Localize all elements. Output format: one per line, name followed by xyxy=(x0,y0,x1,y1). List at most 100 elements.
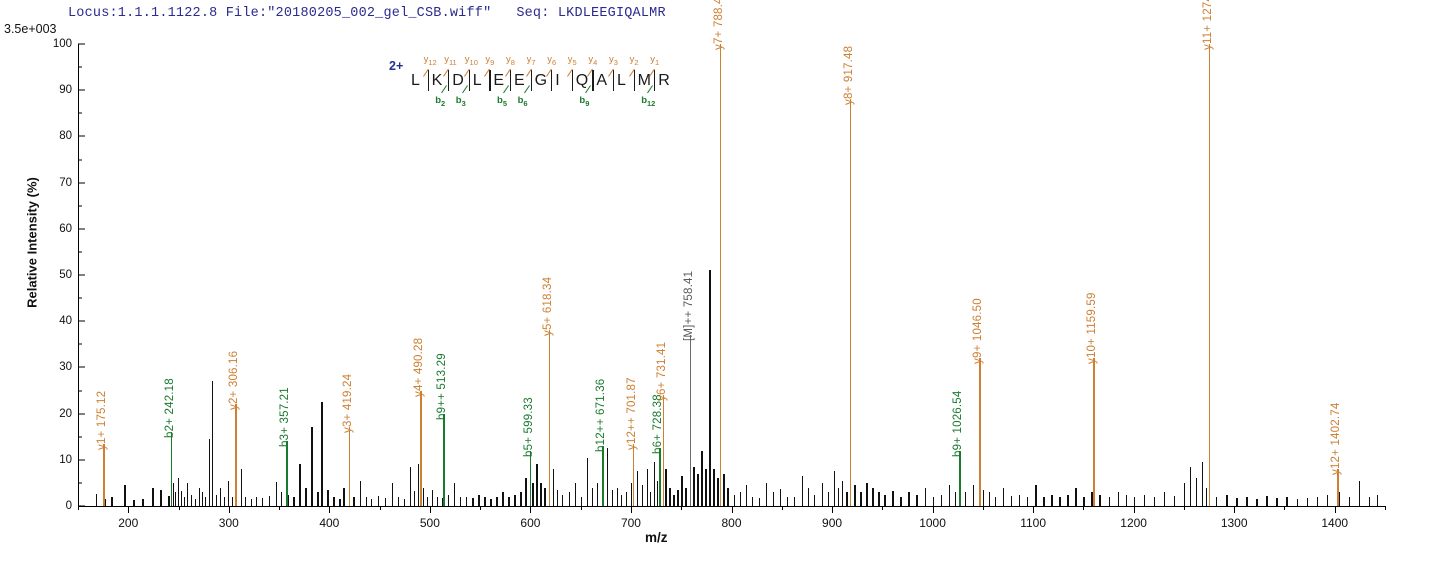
spectrum-peak xyxy=(219,487,222,506)
y-axis-minor-tick xyxy=(78,159,82,160)
x-axis-tick-mark xyxy=(1133,506,1135,513)
annotated-peak[interactable] xyxy=(632,443,635,506)
spectrum-peak xyxy=(305,487,307,506)
annotated-peak[interactable] xyxy=(548,330,551,506)
spectrum-peak xyxy=(733,494,735,506)
spectrum-peak xyxy=(520,492,522,506)
spectrum-peak xyxy=(269,495,271,506)
spectrum-plot-area: 0 10 20 30 40 50 60 70 80 90 100 200 300 400 500 600 700… xyxy=(53,0,1386,530)
x-axis-minor-tick xyxy=(982,506,984,510)
spectrum-peak xyxy=(669,487,671,506)
spectrum-peak xyxy=(478,494,480,506)
peak-annotation-label: y7+ 788.44 xyxy=(712,0,725,50)
annotated-peak[interactable] xyxy=(662,395,665,506)
x-axis-minor-tick xyxy=(78,506,79,510)
spectrum-peak xyxy=(1051,494,1053,506)
peak-annotation-label: y9+ 1046.50 xyxy=(972,298,985,365)
spectrum-peak xyxy=(391,482,394,506)
spectrum-peak xyxy=(866,482,868,506)
header-line: Locus:1.1.1.1122.8 File:"20180205_002_ge… xyxy=(68,6,666,21)
locus-text: Locus:1.1.1.1122.8 xyxy=(68,6,218,21)
spectrum-peak xyxy=(772,492,775,506)
x-axis-minor-tick xyxy=(178,506,180,510)
spectrum-peak xyxy=(466,496,468,506)
annotated-peak[interactable] xyxy=(979,358,981,506)
spectrum-peak xyxy=(1358,480,1361,506)
annotated-peak[interactable] xyxy=(103,443,105,506)
spectrum-peak xyxy=(490,498,492,506)
x-axis-tick-mark xyxy=(731,506,733,513)
fragment-divider xyxy=(427,70,429,91)
spectrum-peak xyxy=(838,487,840,506)
annotated-peak[interactable] xyxy=(286,441,288,506)
peak-annotation-label: y6+ 731.41 xyxy=(655,341,668,402)
annotated-peak[interactable] xyxy=(529,450,532,506)
y-axis-tick-mark xyxy=(78,413,85,415)
spectrum-peak xyxy=(211,381,214,506)
spectrum-peak xyxy=(620,494,623,506)
annotated-peak[interactable] xyxy=(849,99,852,506)
x-axis-tick-mark xyxy=(228,506,230,513)
y-axis-tick-label: 10 xyxy=(59,453,72,466)
spectrum-peak xyxy=(174,492,176,506)
spectrum-peak xyxy=(1153,496,1156,506)
x-axis-minor-tick xyxy=(681,506,683,510)
spectrum-peak xyxy=(1296,498,1298,506)
seq-label: Seq: xyxy=(516,6,550,21)
y-axis-tick-mark xyxy=(78,366,85,368)
spectrum-peak xyxy=(1368,496,1371,506)
y-axis-tick-mark xyxy=(78,43,85,45)
x-axis-tick-mark xyxy=(1033,506,1035,513)
annotated-peak[interactable] xyxy=(602,445,604,506)
spectrum-peak xyxy=(821,482,824,506)
x-axis-tick-mark xyxy=(630,506,632,513)
spectrum-peak xyxy=(1195,478,1198,506)
y-axis-minor-tick xyxy=(78,436,82,438)
spectrum-peak xyxy=(281,492,283,506)
annotated-peak[interactable] xyxy=(170,432,173,506)
annotated-peak[interactable] xyxy=(420,390,422,506)
y-axis-tick-mark xyxy=(78,320,85,322)
y-axis-tick-mark xyxy=(78,228,85,230)
annotated-peak[interactable] xyxy=(1093,358,1095,506)
spectrum-peak xyxy=(916,494,918,506)
spectrum-peak xyxy=(860,492,862,506)
annotated-peak[interactable] xyxy=(1337,469,1340,506)
spectrum-peak xyxy=(1266,495,1268,506)
spectrum-peak xyxy=(152,487,154,506)
spectrum-peak xyxy=(758,497,761,506)
spectrum-peak xyxy=(1206,487,1208,506)
spectrum-peak xyxy=(183,496,185,506)
annotated-peak[interactable] xyxy=(348,427,351,506)
spectrum-peak xyxy=(255,496,258,506)
peak-annotation-label: y12++ 701.87 xyxy=(625,376,638,450)
annotated-peak[interactable] xyxy=(235,404,237,506)
annotated-peak[interactable] xyxy=(719,44,722,506)
spectrum-peak xyxy=(240,469,243,506)
x-axis-minor-tick xyxy=(1284,506,1286,510)
x-axis-tick-label: 400 xyxy=(319,516,340,530)
fragment-divider xyxy=(551,70,553,91)
annotated-peak[interactable] xyxy=(689,335,692,506)
spectrum-peak xyxy=(681,475,683,506)
spectrum-peak xyxy=(932,496,934,506)
spectrum-peak xyxy=(460,496,462,506)
peak-annotation-label: b2+ 242.18 xyxy=(163,378,176,439)
spectrum-peak xyxy=(556,489,558,506)
fragment-divider xyxy=(633,70,635,91)
annotated-peak[interactable] xyxy=(659,448,662,506)
spectrum-peak xyxy=(561,494,563,506)
residue-r-13: R xyxy=(658,72,670,89)
spectrum-peak xyxy=(201,492,204,506)
x-axis-tick-label: 1400 xyxy=(1321,516,1349,530)
spectrum-peak xyxy=(454,482,456,506)
x-axis-tick-mark xyxy=(1234,506,1236,513)
annotated-peak[interactable] xyxy=(443,413,445,506)
annotated-peak[interactable] xyxy=(959,450,961,506)
x-axis-label: m/z xyxy=(645,530,668,545)
spectrum-peak xyxy=(208,439,211,506)
spectrum-peak xyxy=(441,497,444,506)
annotated-peak[interactable] xyxy=(1208,44,1211,506)
y-axis-tick-label: 90 xyxy=(59,84,72,97)
